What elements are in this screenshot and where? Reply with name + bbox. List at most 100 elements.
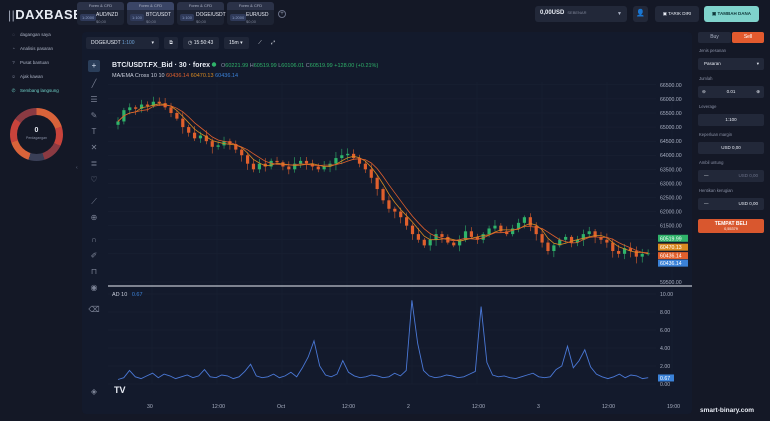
deposit-button[interactable]: ▣ TAMBAH DANA [704,6,759,22]
ruler-tool[interactable]: ⟋ [88,196,100,208]
candle-body [210,141,214,147]
candle-body [405,217,409,226]
add-tab-button[interactable]: + [278,10,286,18]
candle-body [493,225,497,229]
pattern-tool[interactable]: ✕ [88,142,100,154]
sidebar-item-my-trades[interactable]: ◌ dagangan saya [10,32,51,37]
lock-drawings-tool[interactable]: ✐ [88,250,100,262]
favorite-tool[interactable]: ♡ [88,174,100,186]
plus-icon[interactable]: ⊕ [756,89,760,94]
delete-tool[interactable]: ⌫ [88,304,100,316]
stop-loss-field[interactable]: — USD 0,00 [698,198,764,210]
price-tag-label: 60519.99 [660,236,682,242]
wallet-icon: ▣ [712,11,718,16]
symbol-selector[interactable]: DOGE/USDT 1:100 ▾ [86,37,159,49]
leverage-field[interactable]: 1:100 [698,114,764,126]
chart-type-button[interactable]: ⟋ [254,37,266,49]
balance-selector[interactable]: 0,00USD SEBENAR ▼ [535,6,627,22]
withdraw-label: TARIK DIRI [668,11,692,16]
withdraw-button[interactable]: ▣ TARIK DIRI [655,6,699,22]
take-profit-toggle[interactable]: — [704,173,709,178]
interval-selector[interactable]: 15m ▾ [224,37,249,49]
take-profit-value: USD 0,00 [738,173,758,178]
minus-icon[interactable]: ⊖ [702,89,706,94]
fullscreen-button[interactable]: ⤢ [267,37,279,49]
x-tick-label: 30 [147,404,153,410]
candle-body [605,239,609,243]
symbol-name: DOGE/USDT [91,40,121,46]
candle-body [422,239,426,246]
candle-body [357,158,362,164]
candle-body [581,234,585,240]
candle-body [575,239,580,243]
tab-category: Forex & CFD [177,2,224,10]
chart-settings-tool[interactable]: ◈ [88,386,100,398]
candle-body [128,107,132,111]
x-tick-label: Oct [277,404,286,410]
tab-amount: $0,00 [196,19,207,24]
take-profit-field[interactable]: — USD 0,00 [698,170,764,182]
tab-btc-usdt[interactable]: Forex & CFD 1:100 BTC/USDT $0,00 [127,2,174,25]
ruler-icon: ⟋ [91,197,97,206]
deposit-label: TAMBAH DANA [717,11,751,16]
account-button[interactable]: 👤 [633,6,648,22]
fib-tool[interactable]: ≣ [88,158,100,170]
x-tick-label: 19:00 [667,404,680,410]
candle-body [516,222,521,229]
wallet-icon: ▣ [662,11,669,16]
hide-tool[interactable]: ◉ [88,282,100,294]
y-tick-label: 65000.00 [660,125,682,131]
sidebar: ◌ dagangan saya ◔ Analisis pasaran ? Pusat … [0,28,78,421]
hlines-icon: ☰ [90,95,98,104]
analysis-icon: ◔ [12,46,15,51]
sliders-icon: ⧉ [169,40,173,46]
chart-line-icon: ⟋ [258,40,262,46]
zoom-tool[interactable]: ⊕ [88,212,100,224]
order-type-select[interactable]: Pasaran ▾ [698,58,764,70]
magnet-tool[interactable]: ∩ [88,234,100,246]
text-tool[interactable]: T [88,126,100,138]
buy-tab[interactable]: Buy [698,32,731,43]
tab-aud-nzd[interactable]: Forex & CFD 1:2000 AUD/NZD $0,00 [77,2,124,25]
candle-body [204,135,208,142]
trendline-tool[interactable]: ╱ [88,78,100,90]
place-order-button[interactable]: TEMPAT BELI 0,55379 [698,219,764,233]
candle-body [410,225,415,235]
lock-tool[interactable]: ⊓ [88,266,100,278]
y-tick-label: 64000.00 [660,153,682,159]
candle-body [257,163,261,170]
candle-body [569,236,574,243]
candle-body [440,234,444,237]
brush-tool[interactable]: ✎ [88,110,100,122]
crosshair-tool[interactable]: + [88,60,100,72]
chevron-down-icon: ▼ [617,11,622,17]
heart-icon: ♡ [90,175,98,184]
logo[interactable]: ||DAXBASE [8,7,83,22]
candle-body [593,231,597,237]
candle-body [216,145,220,147]
indicators-button[interactable]: ⧉ [164,37,178,49]
tab-eur-usd[interactable]: Forex & CFD 1:2000 EUR/USD $0,00 [227,2,274,25]
stop-loss-label: Hentikan kerugian [699,188,733,193]
magnet-icon: ∩ [91,235,97,244]
chevron-down-icon: ▾ [240,40,243,46]
sell-tab[interactable]: Sell [732,32,764,43]
sidebar-item-market-analysis[interactable]: ◔ Analisis pasaran [10,46,53,51]
sidebar-item-live-chat[interactable]: ✆ Sembang langsung [10,88,59,94]
tab-doge-usdt[interactable]: Forex & CFD 1:100 DOGE/USDT $0,00 [177,2,226,25]
candle-body [198,135,203,139]
ma-line [117,103,649,255]
sidebar-item-label: dagangan saya [20,32,51,37]
sidebar-item-invite-friends[interactable]: ☺ Ajak kawan [10,74,43,79]
candle-body [234,143,238,150]
collapse-sidebar-icon[interactable]: ‹ [76,165,78,171]
candle-body [304,160,309,164]
ad-y-tick-label: 10.00 [660,292,673,298]
hline-tool[interactable]: ☰ [88,94,100,106]
amount-stepper[interactable]: ⊖ 0.01 ⊕ [698,86,764,98]
chart-plot[interactable]: 66500.00 66000.00 65500.00 65000.00 64500.00… [108,56,692,414]
stop-loss-toggle[interactable]: — [704,201,709,206]
x-tick-label: 2 [407,404,410,410]
sidebar-item-help-center[interactable]: ? Pusat bantuan [10,60,49,65]
balance-type: SEBENAR [567,10,587,15]
